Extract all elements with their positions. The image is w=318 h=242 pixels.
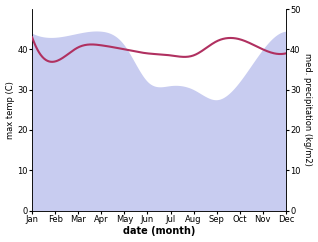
Y-axis label: med. precipitation (kg/m2): med. precipitation (kg/m2) [303, 53, 313, 166]
X-axis label: date (month): date (month) [123, 227, 195, 236]
Y-axis label: max temp (C): max temp (C) [5, 81, 15, 139]
